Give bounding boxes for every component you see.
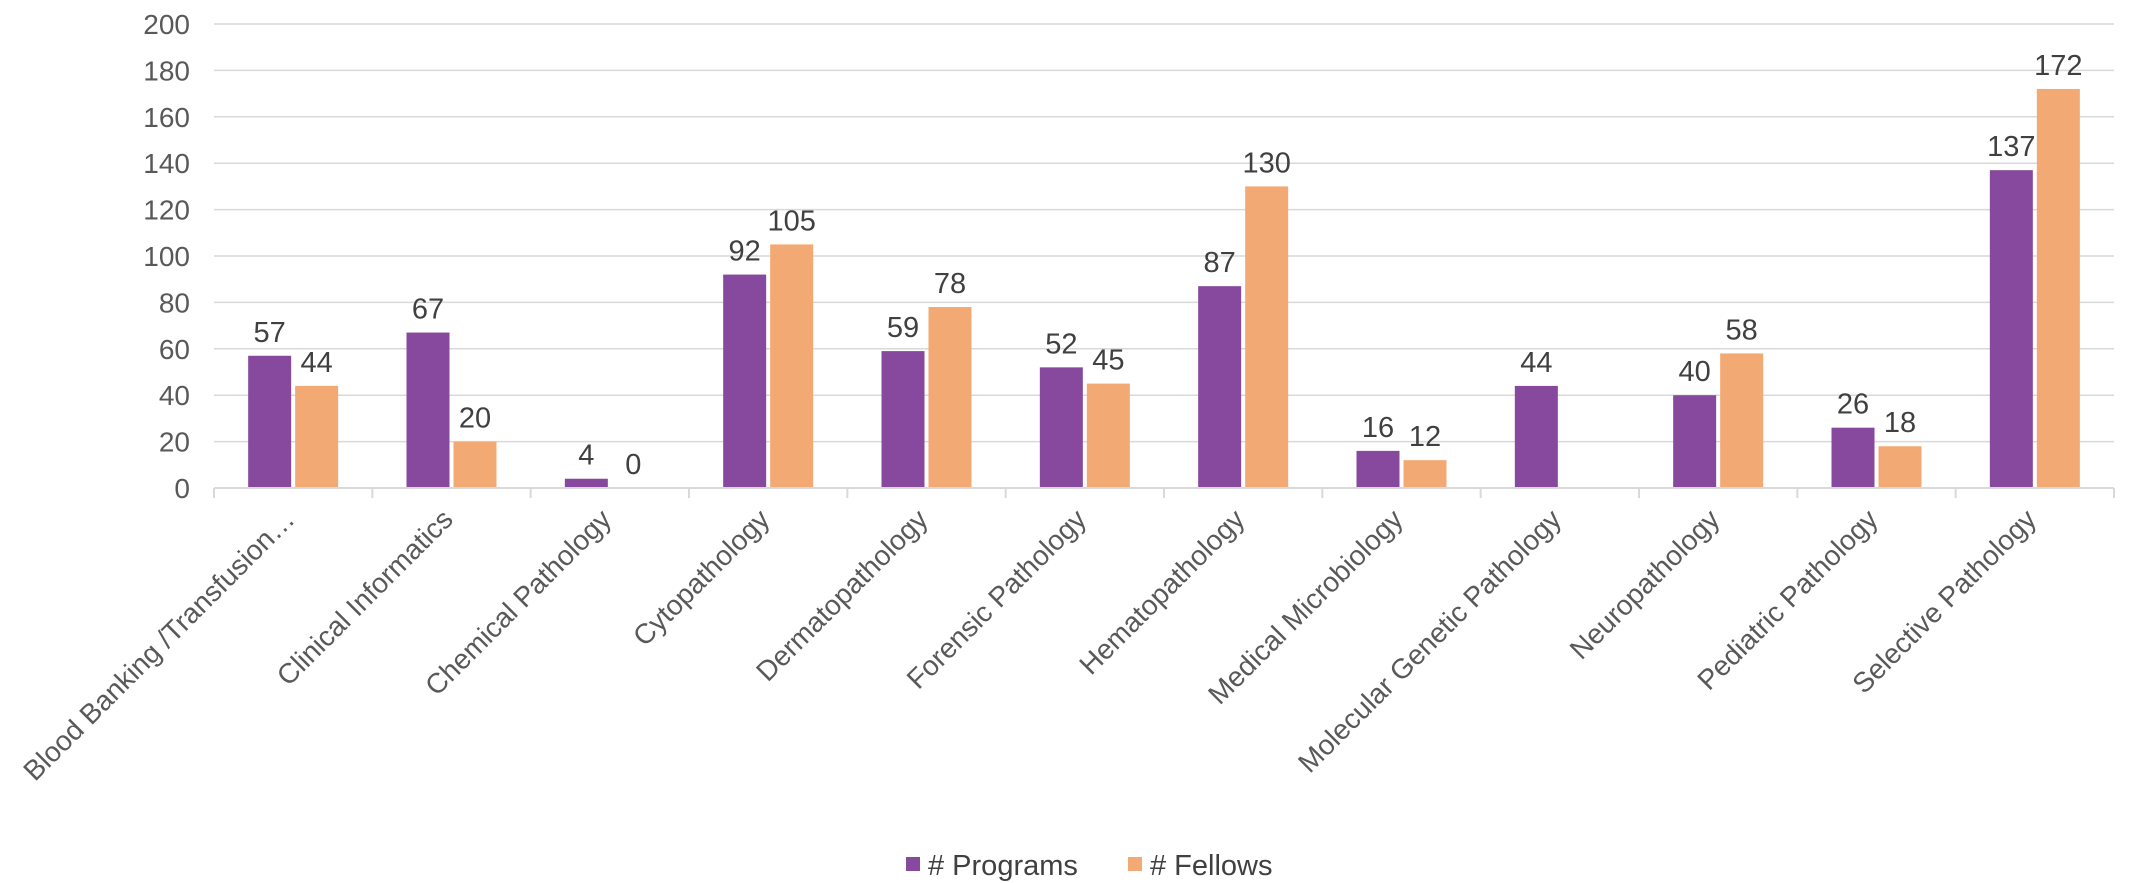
data-label: 92	[729, 236, 761, 268]
data-label: 20	[459, 403, 491, 435]
bar-programs	[1514, 385, 1558, 488]
data-label: 52	[1045, 328, 1077, 360]
bar-fellows	[928, 307, 972, 488]
x-category-label: Neuropathology	[1564, 503, 1726, 665]
data-label: 0	[625, 449, 641, 481]
bar-programs	[248, 355, 292, 488]
x-category-label: Blood Banking /Transfusion…	[17, 503, 300, 786]
y-tick-label: 20	[159, 427, 190, 458]
legend: # Programs # Fellows	[906, 850, 1273, 882]
data-label: 58	[1726, 314, 1758, 346]
data-label: 16	[1362, 412, 1394, 444]
data-label: 57	[254, 317, 286, 349]
x-category-label: Clinical Informatics	[271, 503, 459, 691]
data-label: 26	[1837, 389, 1869, 421]
y-tick-label: 120	[143, 195, 190, 226]
y-tick-label: 0	[174, 473, 190, 504]
bar-fellows	[1086, 383, 1130, 488]
data-label: 78	[934, 268, 966, 300]
x-category-label: Pediatric Pathology	[1691, 503, 1884, 696]
bar-fellows	[2036, 88, 2080, 489]
x-category-label: Cytopathology	[627, 503, 776, 652]
x-axis-category-labels: Blood Banking /Transfusion…Clinical Info…	[17, 503, 2042, 786]
y-tick-label: 160	[143, 102, 190, 133]
data-label: 87	[1204, 247, 1236, 279]
x-category-label: Forensic Pathology	[901, 503, 1092, 694]
bar-programs	[1198, 286, 1242, 488]
legend-label-fellows: # Fellows	[1150, 850, 1273, 882]
y-tick-label: 40	[159, 380, 190, 411]
x-axis-ticks	[213, 488, 2115, 498]
bar-programs	[1989, 170, 2033, 488]
data-label: 40	[1679, 356, 1711, 388]
data-label: 12	[1409, 421, 1441, 453]
data-label: 172	[2034, 50, 2082, 82]
bar-programs	[406, 332, 450, 488]
y-tick-label: 80	[159, 287, 190, 318]
y-tick-label: 140	[143, 148, 190, 179]
data-label: 4	[578, 440, 594, 472]
bar-programs	[881, 351, 925, 488]
gridlines	[214, 23, 2114, 443]
bar-fellows	[1720, 353, 1764, 488]
x-category-label: Molecular Genetic Pathology	[1292, 503, 1567, 778]
bar-programs	[1831, 427, 1875, 488]
data-label: 44	[301, 347, 333, 379]
bar-fellows	[1878, 446, 1922, 488]
bar-fellows	[453, 441, 497, 488]
y-tick-label: 200	[143, 9, 190, 40]
bar-programs	[1356, 450, 1400, 488]
bar-programs	[723, 274, 767, 488]
bar-programs	[1039, 367, 1083, 488]
bar-programs	[564, 478, 608, 488]
bar-fellows	[770, 244, 814, 488]
legend-swatch-fellows	[1128, 857, 1142, 871]
bars	[248, 88, 2080, 489]
x-category-label: Hematopathology	[1073, 503, 1250, 680]
bar-fellows	[1403, 460, 1447, 488]
legend-swatch-programs	[906, 857, 920, 871]
data-label: 137	[1987, 131, 2035, 163]
data-label: 45	[1092, 345, 1124, 377]
data-label: 130	[1242, 147, 1290, 179]
data-labels: 57 67 4 92 59 52 87 16 44 40 26 137 44 20 0 105 78 45 130 1…	[254, 50, 2083, 481]
y-axis-tick-labels: 0 20 40 60 80 100 120 140 160 180 200	[143, 9, 190, 504]
y-tick-label: 100	[143, 241, 190, 272]
bar-programs	[1673, 395, 1717, 488]
y-tick-label: 180	[143, 55, 190, 86]
bar-fellows	[1245, 186, 1289, 488]
bar-fellows	[295, 385, 339, 488]
data-label: 67	[412, 294, 444, 326]
data-label: 44	[1520, 347, 1552, 379]
legend-label-programs: # Programs	[928, 850, 1078, 882]
x-category-label: Dermatopathology	[750, 503, 934, 687]
data-label: 59	[887, 312, 919, 344]
data-label: 105	[767, 205, 815, 237]
y-tick-label: 60	[159, 334, 190, 365]
data-label: 18	[1884, 407, 1916, 439]
